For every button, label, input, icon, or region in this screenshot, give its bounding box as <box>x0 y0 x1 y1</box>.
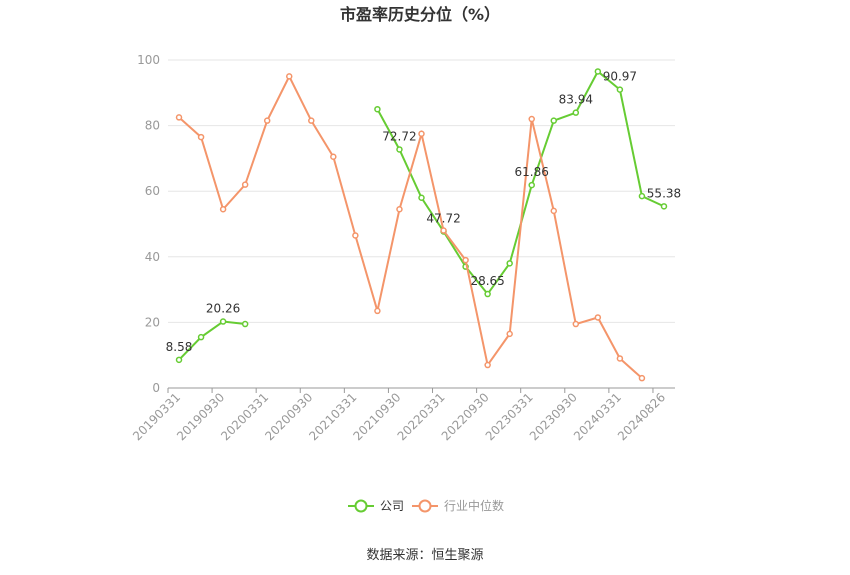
series-point-1 <box>285 73 293 80</box>
series-point-1 <box>219 205 227 213</box>
y-tick-label: 40 <box>145 250 160 264</box>
series-point-1 <box>396 205 403 213</box>
series-point-1 <box>594 314 602 321</box>
series-line-0 <box>178 320 246 361</box>
grid-lines <box>168 59 675 323</box>
series-point-1 <box>528 115 535 123</box>
data-label: 55.38 <box>647 186 681 200</box>
series-point-0 <box>396 146 403 153</box>
data-label: 47.72 <box>426 211 460 225</box>
data-label: 83.94 <box>559 93 593 107</box>
x-tick-label: 20240826 <box>615 390 668 443</box>
y-tick-label: 100 <box>137 53 160 67</box>
series-point-0 <box>594 68 602 75</box>
data-labels: 8.58 20.26 72.72 47.72 28.65 61.86 83.94 90.97 5… <box>166 70 681 354</box>
source-note: 数据来源：恒生聚源 <box>366 548 483 563</box>
series-point-1 <box>418 130 425 138</box>
chart-title: 市盈率历史分位（%） <box>340 5 500 24</box>
series-point-1 <box>197 133 205 141</box>
data-label: 28.65 <box>470 274 504 288</box>
series-point-0 <box>484 290 491 298</box>
series-point-0 <box>638 192 646 200</box>
series-point-1 <box>241 181 249 188</box>
series-point-1 <box>550 207 558 215</box>
series-point-1 <box>462 256 469 264</box>
series-point-1 <box>374 307 381 315</box>
series-point-1 <box>263 117 271 124</box>
series-point-1 <box>330 153 337 161</box>
series-layer <box>175 68 668 382</box>
series-point-0 <box>175 356 183 364</box>
series-point-1 <box>484 361 491 369</box>
series-point-1 <box>572 320 580 328</box>
legend-marker-1 <box>418 499 432 513</box>
series-point-0 <box>506 260 513 267</box>
y-tick-label: 20 <box>145 315 160 329</box>
legend-marker-0 <box>354 499 368 513</box>
series-point-1 <box>506 330 513 338</box>
y-tick-label: 0 <box>152 381 160 395</box>
data-label: 90.97 <box>603 70 637 84</box>
data-label: 61.86 <box>515 165 549 179</box>
series-point-0 <box>241 320 249 328</box>
series-point-0 <box>418 194 425 202</box>
series-line-0 <box>376 69 665 296</box>
series-point-0 <box>528 181 535 189</box>
data-label: 8.58 <box>166 340 193 354</box>
series-point-0 <box>374 105 381 113</box>
data-label: 20.26 <box>206 302 240 316</box>
series-point-0 <box>550 117 558 124</box>
series-point-1 <box>616 355 624 362</box>
legend-label-1: 行业中位数 <box>444 498 504 513</box>
series-point-0 <box>660 203 668 210</box>
series-point-1 <box>308 117 315 124</box>
series-point-0 <box>572 109 580 116</box>
series-point-1 <box>352 232 359 239</box>
data-label: 72.72 <box>382 129 416 143</box>
series-point-1 <box>175 114 183 121</box>
series-point-0 <box>197 333 205 341</box>
series-line-1 <box>178 74 643 379</box>
y-tick-label: 60 <box>145 184 160 198</box>
series-point-1 <box>440 227 447 234</box>
series-point-0 <box>219 318 227 325</box>
axes: 0204060801002019033120190930202003312020… <box>130 53 675 443</box>
legend-label-0: 公司 <box>380 499 404 513</box>
legend[interactable]: 公司 行业中位数 <box>348 498 504 513</box>
y-tick-label: 80 <box>145 119 160 133</box>
series-point-1 <box>638 374 646 382</box>
series-point-0 <box>616 86 624 93</box>
